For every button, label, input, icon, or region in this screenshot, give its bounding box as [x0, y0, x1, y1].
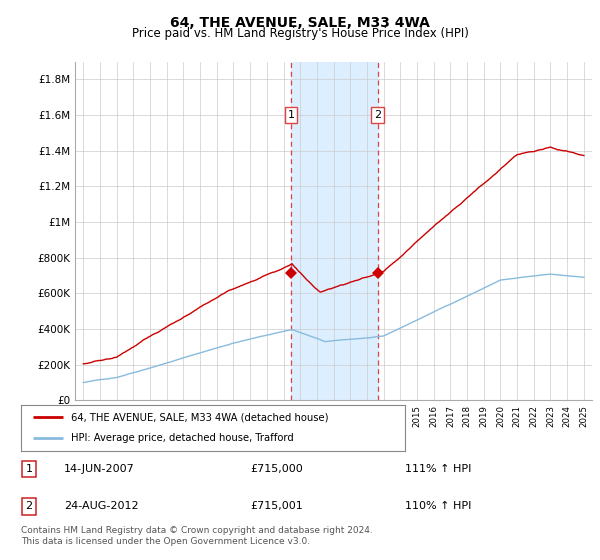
Text: 64, THE AVENUE, SALE, M33 4WA: 64, THE AVENUE, SALE, M33 4WA [170, 16, 430, 30]
Text: £715,000: £715,000 [250, 464, 303, 474]
Text: 1: 1 [287, 110, 295, 120]
Text: 24-AUG-2012: 24-AUG-2012 [64, 501, 139, 511]
Bar [291, 62, 378, 400]
Text: 110% ↑ HPI: 110% ↑ HPI [405, 501, 471, 511]
Text: 2: 2 [25, 501, 32, 511]
Text: 2: 2 [374, 110, 382, 120]
Text: Price paid vs. HM Land Registry's House Price Index (HPI): Price paid vs. HM Land Registry's House … [131, 27, 469, 40]
Text: 1: 1 [26, 464, 32, 474]
Text: 64, THE AVENUE, SALE, M33 4WA (detached house): 64, THE AVENUE, SALE, M33 4WA (detached … [71, 412, 328, 422]
Text: £715,001: £715,001 [250, 501, 303, 511]
Text: HPI: Average price, detached house, Trafford: HPI: Average price, detached house, Traf… [71, 433, 293, 444]
Text: Contains HM Land Registry data © Crown copyright and database right 2024.
This d: Contains HM Land Registry data © Crown c… [21, 526, 373, 546]
Text: 111% ↑ HPI: 111% ↑ HPI [405, 464, 471, 474]
Text: 14-JUN-2007: 14-JUN-2007 [64, 464, 135, 474]
